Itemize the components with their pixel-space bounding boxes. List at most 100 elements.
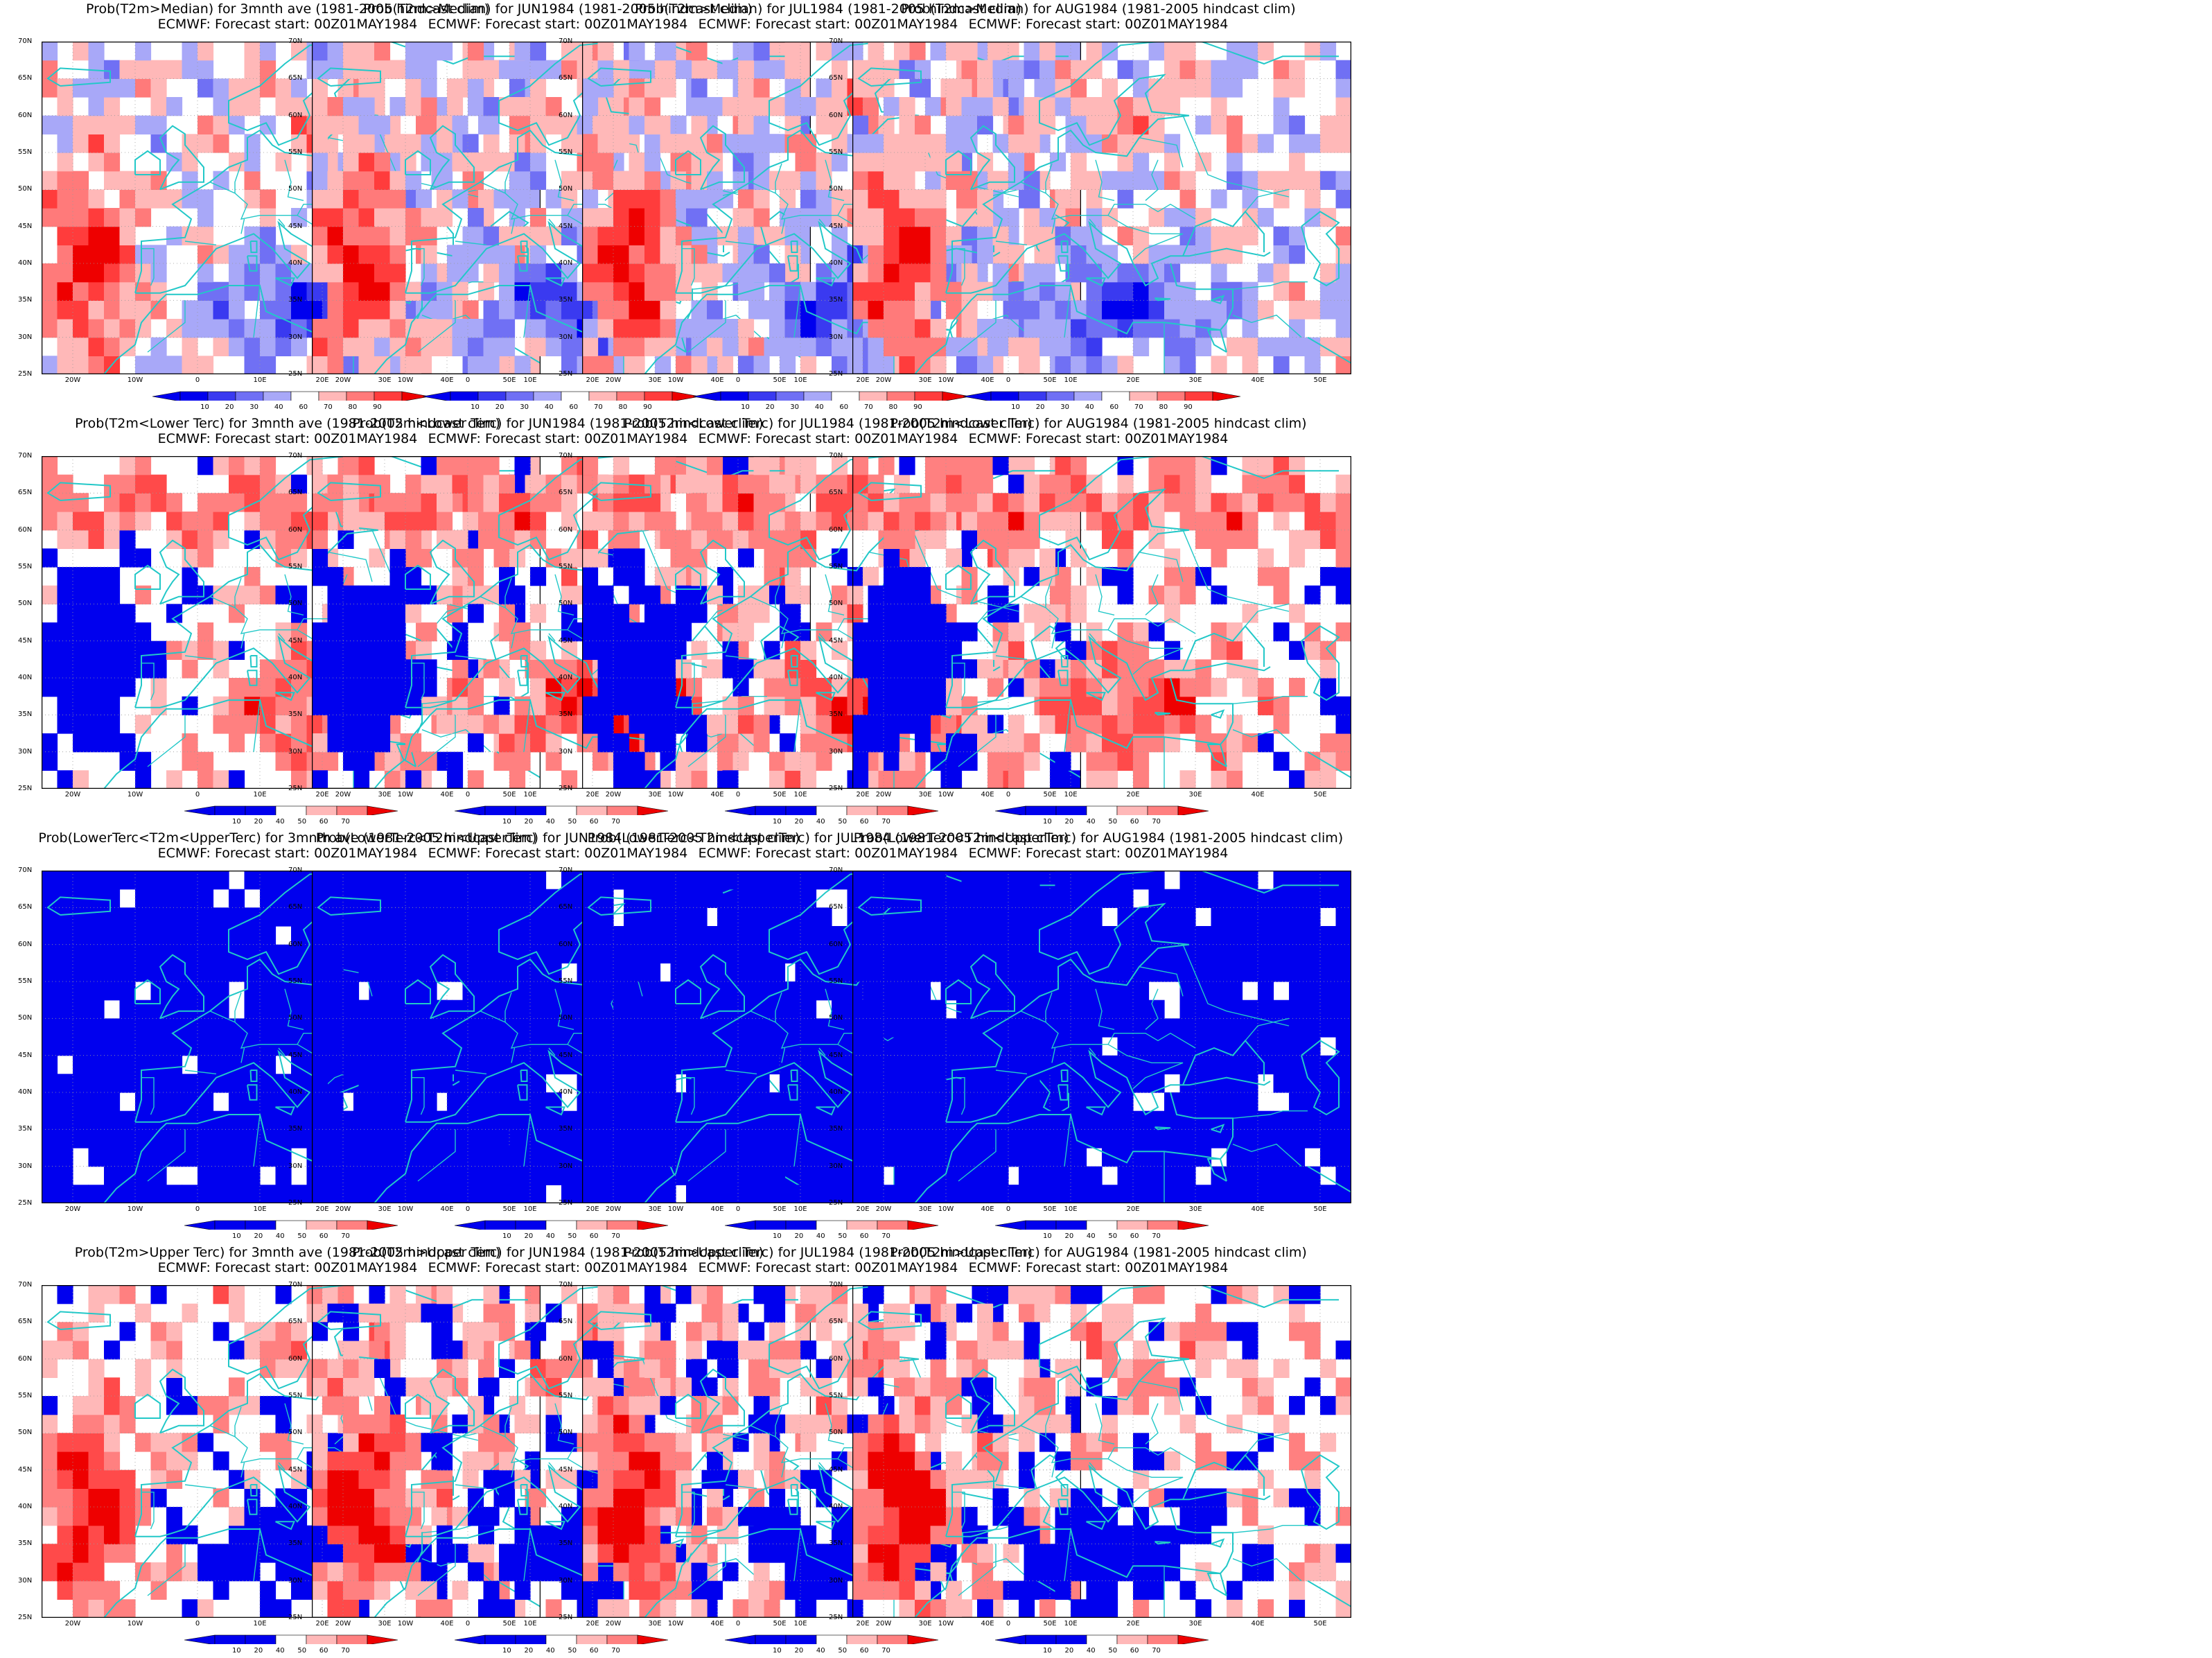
shading-cell (629, 208, 645, 227)
lat-label: 25N (829, 785, 843, 792)
shading-cell (946, 42, 963, 61)
shading-cell (73, 1018, 89, 1038)
shading-cell (753, 356, 770, 374)
shading-cell (1086, 567, 1103, 586)
country-border (234, 163, 242, 193)
shading-cell (483, 1129, 500, 1149)
lat-label: 70N (288, 37, 303, 45)
shading-cell (198, 456, 214, 475)
shading-cell (597, 733, 614, 753)
shading-cell (182, 659, 198, 679)
shading-cell (88, 944, 105, 963)
shading-cell (722, 493, 739, 512)
shading-cell (42, 678, 58, 697)
shading-cell (312, 696, 328, 715)
shading-cell (437, 281, 453, 301)
shading-cell (884, 733, 900, 753)
shading-cell (852, 263, 869, 283)
shading-cell (707, 152, 723, 172)
shading-cell (1133, 733, 1150, 753)
shading-cell (930, 622, 947, 642)
shading-cell (405, 944, 422, 963)
shading-cell (530, 907, 547, 927)
shading-cell (868, 42, 884, 61)
shading-cell (1273, 78, 1290, 98)
shading-cell (358, 659, 375, 679)
shading-cell (1071, 171, 1087, 190)
shading-cell (291, 493, 308, 512)
shading-cell (88, 97, 105, 116)
shading-cell (437, 1185, 453, 1203)
shading-cell (676, 319, 692, 338)
lat-label: 45N (288, 1051, 303, 1059)
shading-cell (930, 356, 947, 374)
map-panel-prob-above-median-3: Prob(T2m>Median) for AUG1984 (1981-2005 … (825, 0, 1372, 413)
shading-cell (753, 263, 770, 283)
shading-cell (213, 493, 229, 512)
shading-cell (166, 226, 183, 245)
shading-cell (800, 152, 817, 172)
shading-cell (306, 456, 323, 475)
shading-cell (374, 963, 391, 982)
shading-cell (992, 226, 1009, 245)
shading-cell (660, 530, 676, 549)
shading-cell (358, 696, 375, 715)
shading-cell (597, 585, 614, 604)
shading-cell (863, 97, 879, 116)
shading-cell (1071, 493, 1087, 512)
colorbar-swatch (1025, 805, 1057, 815)
shading-cell (198, 1092, 214, 1112)
shading-cell (852, 770, 869, 789)
shading-cell (88, 134, 105, 153)
shading-cell (499, 152, 516, 172)
shading-cell (629, 97, 645, 116)
shading-cell (327, 115, 344, 134)
shading-cell (1258, 337, 1274, 356)
shading-cell (514, 871, 531, 890)
shading-cell (514, 1037, 531, 1056)
shading-cell (769, 659, 786, 679)
shading-cell (499, 1018, 516, 1038)
shading-cell (198, 1166, 214, 1185)
shading-cell (784, 751, 801, 771)
shading-cell (676, 530, 692, 549)
shading-cell (582, 907, 599, 927)
shading-cell (229, 115, 245, 134)
country-border (253, 285, 261, 338)
shading-cell (514, 1110, 531, 1130)
shading-cell (1195, 226, 1212, 245)
shading-cell (530, 604, 547, 623)
shading-cell (868, 152, 884, 172)
lat-label: 55N (288, 148, 303, 156)
shading-cell (213, 659, 229, 679)
shading-cell (150, 944, 167, 963)
shading-cell (644, 115, 661, 134)
shading-cell (925, 171, 942, 190)
shading-cell (915, 512, 931, 531)
shading-cell (73, 1110, 89, 1130)
shading-cell (769, 751, 786, 771)
lon-label: 40E (440, 791, 454, 799)
shading-cell (1242, 356, 1258, 374)
shading-cell (198, 226, 214, 245)
shading-cell (582, 134, 599, 153)
shading-cell (784, 659, 801, 679)
shading-cell (1289, 281, 1306, 301)
shading-cell (1071, 152, 1087, 172)
shading-cell (468, 356, 484, 374)
shading-cell (707, 493, 723, 512)
shading-cell (655, 356, 672, 374)
shading-cell (582, 604, 599, 623)
shading-cell (597, 1166, 614, 1185)
shading-cell (260, 245, 276, 264)
shading-cell (1117, 751, 1134, 771)
shading-cell (899, 134, 915, 153)
shading-cell (343, 245, 360, 264)
shading-cell (582, 715, 599, 734)
shading-cell (119, 60, 136, 79)
shading-cell (1164, 337, 1181, 356)
shading-cell (816, 171, 832, 190)
shading-cell (629, 356, 645, 374)
shading-cell (343, 640, 360, 660)
shading-cell (88, 640, 105, 660)
